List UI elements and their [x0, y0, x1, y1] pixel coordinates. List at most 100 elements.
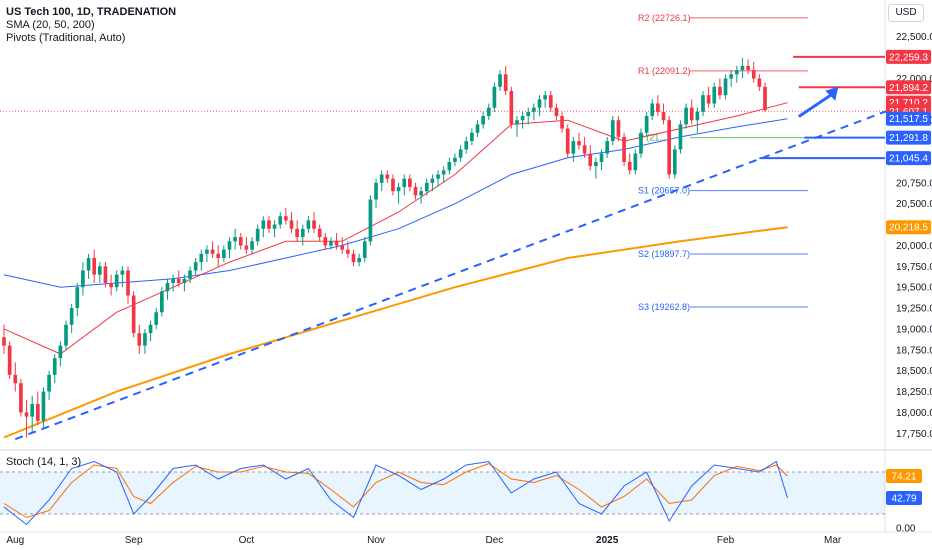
y-tick-label: 18,500.0: [896, 366, 932, 377]
pivot-label: P (21...): [638, 133, 670, 143]
price-tag-label: 20,218.5: [889, 223, 928, 234]
candle-body: [205, 249, 209, 254]
candle-body: [486, 107, 491, 117]
symbol-title: US Tech 100, 1D, TRADENATION: [6, 6, 177, 18]
candle-body: [723, 78, 728, 96]
price-tag-label: 22,259.3: [889, 52, 928, 63]
candle-body: [261, 220, 266, 229]
candle-body: [419, 191, 423, 196]
candle-body: [740, 65, 745, 71]
candle-body: [627, 161, 632, 171]
candle-body: [672, 149, 677, 175]
candle-body: [64, 324, 68, 346]
candle-body: [120, 270, 125, 275]
candle-body: [594, 161, 598, 167]
candle-body: [639, 132, 643, 154]
candle-body: [734, 70, 739, 75]
x-tick-label: Dec: [486, 535, 504, 546]
candle-body: [362, 241, 367, 258]
candle-body: [19, 383, 23, 413]
candle-body: [729, 74, 734, 79]
candle-body: [610, 120, 615, 142]
candle-body: [560, 116, 564, 129]
candle-body: [52, 358, 57, 375]
y-tick-label: 19,500.0: [896, 283, 932, 294]
candle-body: [577, 141, 581, 146]
candle-body: [678, 124, 683, 150]
x-tick-label: Nov: [367, 535, 385, 546]
candle-body: [312, 220, 316, 229]
candle-body: [368, 199, 373, 242]
y-tick-label: 22,500.0: [896, 32, 932, 43]
x-tick-label: Oct: [239, 535, 255, 546]
candle-body: [424, 182, 429, 192]
candle-body: [650, 103, 655, 117]
candle-body: [188, 270, 192, 279]
candle-body: [75, 287, 80, 309]
candle-body: [408, 178, 412, 188]
y-tick-label: 20,750.0: [896, 178, 932, 189]
candle-body: [391, 178, 395, 192]
candle-body: [554, 107, 559, 117]
candle-body: [92, 257, 97, 275]
candle-body: [13, 374, 18, 384]
candle-body: [763, 86, 767, 111]
candle-body: [233, 237, 237, 242]
stoch-tag: [886, 469, 922, 484]
candle-body: [334, 241, 339, 246]
x-tick-label: Aug: [6, 535, 24, 546]
candle-body: [661, 111, 666, 121]
candle-body: [69, 308, 74, 325]
candle-body: [255, 228, 260, 242]
stoch-k-line: [3, 460, 788, 526]
candle-body: [464, 141, 469, 150]
sma-legend: SMA (20, 50, 200): [6, 19, 95, 31]
candle-body: [300, 228, 305, 238]
candle-body: [244, 245, 249, 250]
candle-body: [165, 283, 170, 292]
candle-body: [509, 90, 514, 125]
x-tick-label: Mar: [824, 535, 842, 546]
trendline: [14, 109, 890, 441]
price-tag: [886, 130, 931, 145]
candle-body: [481, 116, 485, 125]
candle-body: [751, 70, 756, 79]
candle-body: [295, 228, 299, 238]
candle-body: [357, 257, 361, 263]
price-tag-label: 21,894.2: [889, 83, 928, 94]
stoch-band: [0, 472, 885, 514]
candle-body: [58, 345, 63, 359]
price-tag: [886, 111, 931, 126]
candle-body: [701, 95, 705, 112]
candle-body: [515, 120, 519, 125]
candle-body: [267, 220, 271, 229]
candle-body: [498, 74, 502, 87]
candle-body: [706, 95, 711, 104]
candle-body: [379, 174, 384, 183]
candle-body: [182, 278, 187, 284]
pivot-label: S2 (19897.7): [638, 249, 690, 259]
candle-body: [746, 65, 750, 71]
candle-body: [306, 220, 311, 229]
candle-body: [222, 249, 226, 258]
candle-body: [526, 111, 531, 117]
candle-body: [176, 278, 181, 284]
candle-body: [7, 345, 12, 375]
candle-body: [374, 182, 378, 200]
candle-body: [667, 120, 672, 175]
y-tick-label: 22,000.0: [896, 74, 932, 85]
candle-body: [605, 141, 609, 154]
candle-body: [470, 132, 474, 142]
candle-body: [633, 153, 638, 171]
bullish-arrow-head: [825, 86, 839, 101]
stoch-tag: [886, 491, 922, 506]
candle-body: [582, 145, 587, 154]
candle-body: [81, 270, 85, 288]
candle-body: [402, 178, 407, 188]
candle-body: [317, 228, 322, 238]
candle-body: [289, 220, 294, 229]
candle-body: [272, 224, 277, 229]
currency-button[interactable]: USD: [888, 4, 924, 22]
y-tick-label: 18,250.0: [896, 387, 932, 398]
